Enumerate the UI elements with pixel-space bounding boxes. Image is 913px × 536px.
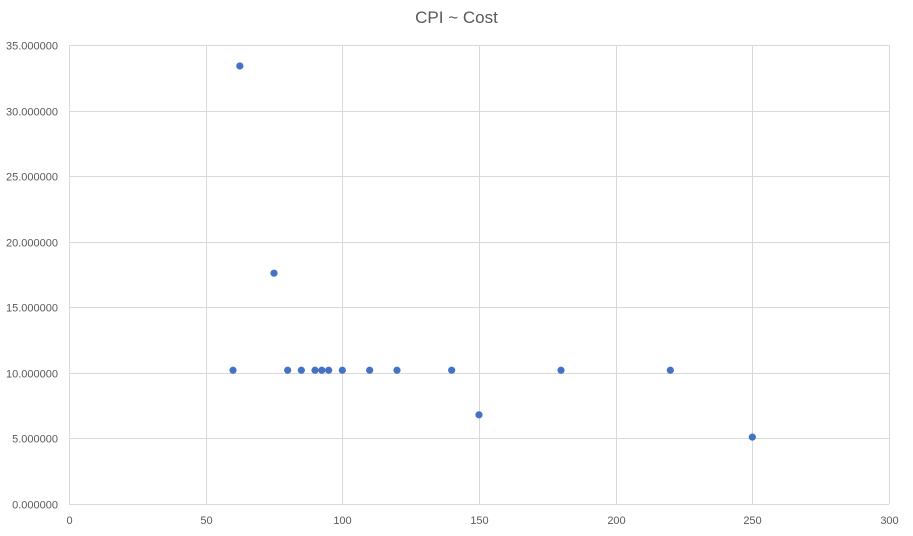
data-point [284, 366, 292, 374]
x-tick-label: 300 [880, 515, 898, 527]
x-tick-label: 50 [200, 515, 212, 527]
data-point [338, 366, 346, 374]
data-point [297, 366, 305, 374]
y-tick-label: 15.000000 [6, 303, 58, 315]
y-tick-label: 35.000000 [6, 41, 58, 53]
data-point [748, 433, 756, 441]
data-point [236, 62, 244, 70]
data-point [448, 366, 456, 374]
x-tick-label: 100 [333, 515, 351, 527]
x-tick-label: 150 [470, 515, 488, 527]
x-tick-label: 200 [607, 515, 625, 527]
chart-title: CPI ~ Cost [415, 8, 498, 27]
data-point [557, 366, 565, 374]
y-tick-label: 10.000000 [6, 369, 58, 381]
data-point [229, 366, 237, 374]
data-point [318, 366, 326, 374]
data-point [270, 269, 278, 277]
y-tick-label: 20.000000 [6, 238, 58, 250]
data-point [311, 366, 319, 374]
data-point [475, 411, 483, 419]
data-point [325, 366, 333, 374]
y-tick-label: 5.000000 [12, 434, 58, 446]
y-gridlines [69, 45, 889, 505]
y-tick-label: 0.000000 [12, 500, 58, 512]
data-point [666, 366, 674, 374]
y-tick-label: 25.000000 [6, 172, 58, 184]
data-point [393, 366, 401, 374]
x-tick-label: 0 [66, 515, 72, 527]
data-points [229, 62, 756, 441]
data-point [366, 366, 374, 374]
x-gridlines [69, 45, 890, 504]
y-tick-label: 30.000000 [6, 107, 58, 119]
x-axis-tick-labels: 0 50 100 150 200 250 300 [66, 515, 898, 527]
y-axis-tick-labels: 0.000000 5.000000 10.000000 15.000000 20.000… [6, 41, 58, 512]
x-tick-label: 250 [743, 515, 761, 527]
